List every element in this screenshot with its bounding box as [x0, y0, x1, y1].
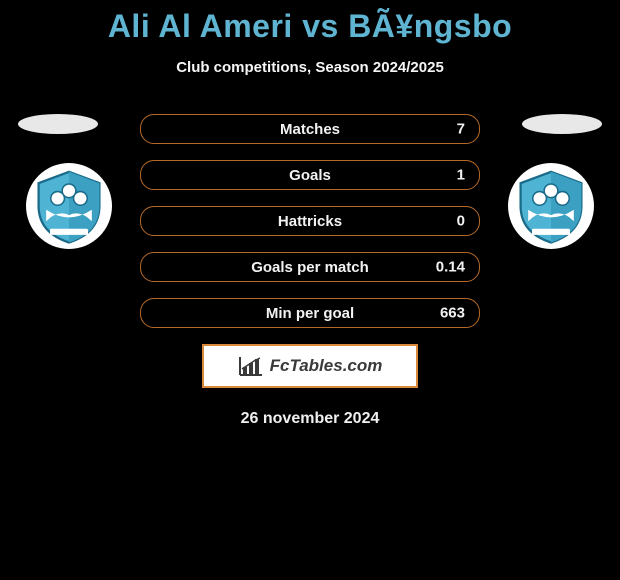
source-logo: FcTables.com	[202, 344, 418, 388]
stat-row: Min per goal 663	[140, 298, 480, 328]
bar-chart-icon	[238, 355, 264, 377]
stat-value: 663	[440, 305, 465, 322]
team-right-crest	[508, 163, 594, 249]
player-right-spotlight	[522, 114, 602, 134]
stat-label: Goals	[289, 167, 331, 184]
page-title: Ali Al Ameri vs BÃ¥ngsbo	[0, 0, 620, 45]
team-left-crest	[26, 163, 112, 249]
stat-label: Hattricks	[278, 213, 342, 230]
main-content: Matches 7 Goals 1 Hattricks 0 Goals per …	[0, 114, 620, 428]
subtitle: Club competitions, Season 2024/2025	[0, 59, 620, 76]
stat-label: Min per goal	[266, 305, 354, 322]
stat-value: 0.14	[436, 259, 465, 276]
shield-icon	[31, 168, 107, 244]
stat-row: Matches 7	[140, 114, 480, 144]
stat-value: 1	[457, 167, 465, 184]
source-name: FcTables.com	[270, 356, 383, 376]
stat-row: Goals per match 0.14	[140, 252, 480, 282]
date-line: 26 november 2024	[0, 410, 620, 428]
stat-value: 0	[457, 213, 465, 230]
stat-row: Hattricks 0	[140, 206, 480, 236]
stat-row: Goals 1	[140, 160, 480, 190]
stat-label: Matches	[280, 121, 340, 138]
player-left-spotlight	[18, 114, 98, 134]
stat-label: Goals per match	[251, 259, 369, 276]
stat-value: 7	[457, 121, 465, 138]
stats-list: Matches 7 Goals 1 Hattricks 0 Goals per …	[140, 114, 480, 328]
shield-icon	[513, 168, 589, 244]
